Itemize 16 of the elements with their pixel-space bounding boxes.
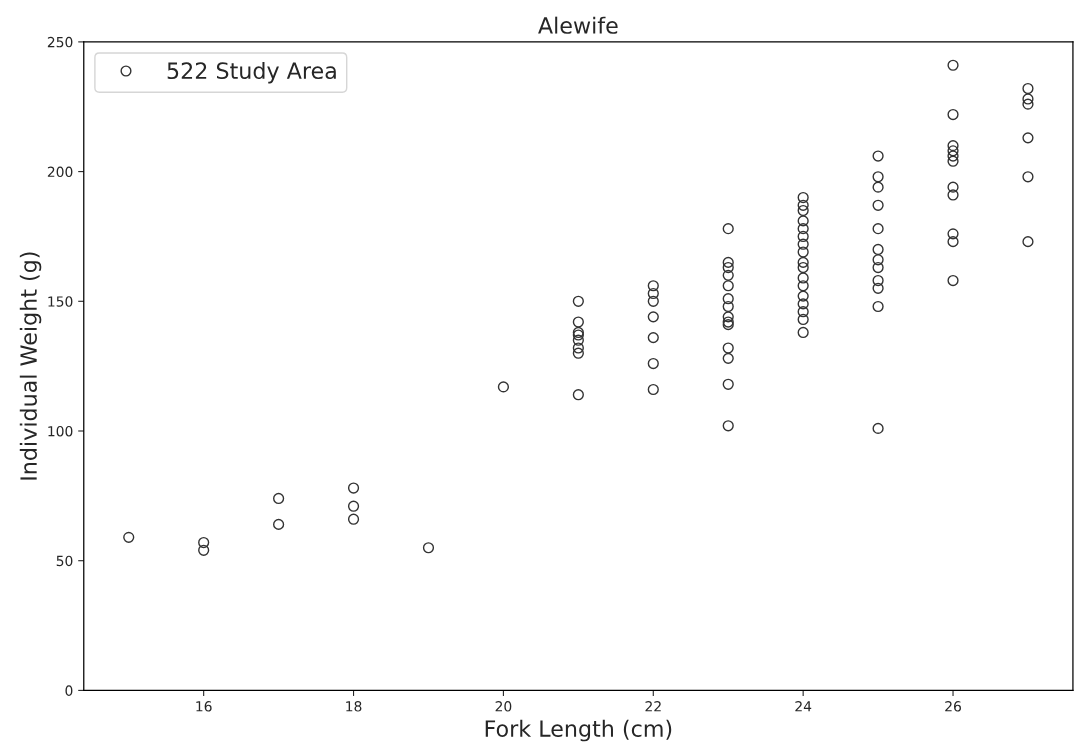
x-tick-label: 22 (645, 701, 661, 712)
x-tick-label: 18 (346, 701, 362, 712)
x-tick-label: 24 (795, 701, 812, 712)
y-tick-label: 150 (48, 296, 73, 307)
x-tick-label: 16 (196, 701, 212, 712)
chart-title: Alewife (538, 16, 618, 34)
y-tick-label: 250 (47, 36, 73, 48)
y-tick-label: 100 (48, 425, 73, 437)
legend-label: 522 Study Area (167, 61, 336, 84)
y-tick-label: 0 (65, 685, 73, 696)
x-tick-label: 20 (495, 701, 512, 712)
y-tick-label: 50 (56, 555, 73, 567)
x-tick-label: 26 (945, 701, 961, 712)
y-tick-label: 200 (47, 166, 73, 178)
y-axis-title: Individual Weight (g) (19, 252, 42, 480)
x-axis-title: Fork Length (cm) (485, 719, 672, 742)
